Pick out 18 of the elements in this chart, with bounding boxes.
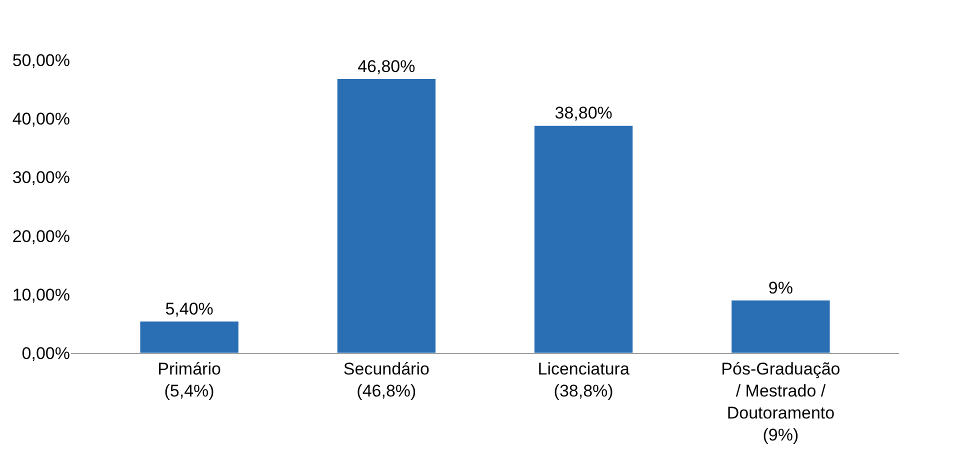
data-label: 46,80% (358, 56, 416, 76)
x-tick-label: Secundário (46,8%) (343, 359, 430, 400)
y-tick-label: 20,00% (12, 226, 70, 246)
bar (336, 78, 436, 353)
data-label: 5,40% (165, 299, 214, 318)
bar (140, 321, 239, 353)
y-tick-label: 0,00% (22, 344, 70, 363)
x-tick-label: Primário (5,4%) (158, 359, 221, 400)
data-label: 9% (768, 278, 794, 298)
y-tick-label: 40,00% (12, 110, 70, 129)
y-tick-label: 30,00% (12, 168, 70, 188)
bar (534, 125, 634, 353)
x-tick-label: Pós-Graduação / Mestrado / Doutoramento (9%) (721, 359, 840, 445)
y-tick-label: 10,00% (12, 285, 70, 304)
x-tick-label: Licenciatura (38,8%) (538, 359, 630, 400)
data-label: 38,80% (554, 104, 612, 123)
y-tick-label: 50,00% (12, 50, 70, 70)
bar (731, 300, 830, 353)
